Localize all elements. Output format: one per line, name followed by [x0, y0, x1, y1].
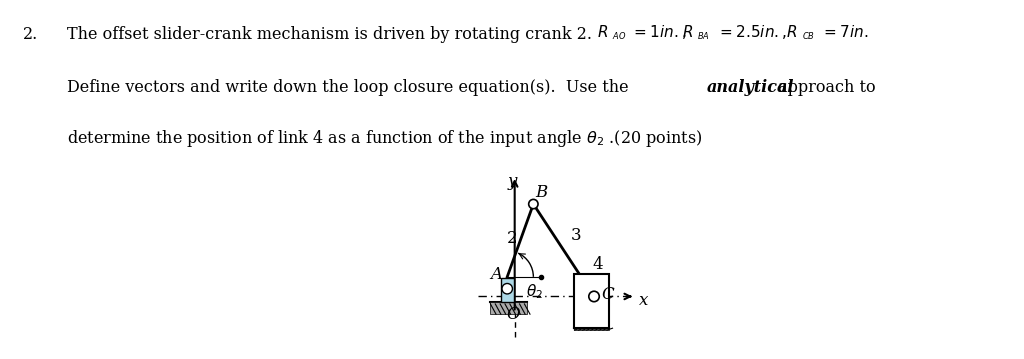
Text: approach to: approach to: [773, 79, 876, 97]
Text: 3: 3: [571, 227, 582, 244]
Text: 2.: 2.: [23, 25, 38, 43]
Bar: [574, 274, 609, 328]
Circle shape: [589, 291, 599, 302]
Bar: [490, 302, 526, 314]
Text: 4: 4: [593, 256, 603, 273]
Text: 2: 2: [507, 230, 518, 247]
Text: $_{BA}$: $_{BA}$: [697, 29, 711, 42]
Text: Define vectors and write down the loop closure equation(s).  Use the: Define vectors and write down the loop c…: [67, 79, 633, 97]
Text: analytical: analytical: [707, 79, 794, 97]
Text: $R$: $R$: [597, 24, 608, 40]
Circle shape: [528, 199, 538, 209]
Text: determine the position of link 4 as a function of the input angle $\theta_2$ .(2: determine the position of link 4 as a fu…: [67, 128, 702, 149]
Text: x: x: [639, 292, 648, 309]
Text: $R$: $R$: [682, 24, 693, 40]
Circle shape: [502, 284, 512, 294]
Text: A: A: [490, 266, 503, 284]
Text: O: O: [506, 306, 520, 323]
Text: $R$: $R$: [786, 24, 798, 40]
Text: The offset slider-crank mechanism is driven by rotating crank 2.: The offset slider-crank mechanism is dri…: [67, 25, 592, 43]
Text: C: C: [601, 286, 613, 303]
Bar: [501, 278, 514, 302]
Text: $= 1in.,\;$: $= 1in.,\;$: [631, 23, 686, 41]
Text: $= 7in.$: $= 7in.$: [821, 24, 868, 40]
Text: $\theta_2$: $\theta_2$: [526, 283, 543, 301]
Text: y: y: [507, 173, 516, 190]
Text: $_{AO}$: $_{AO}$: [612, 29, 627, 42]
Text: $= 2.5in.,\;$: $= 2.5in.,\;$: [717, 23, 786, 41]
Text: B: B: [536, 185, 548, 201]
Bar: [574, 328, 609, 330]
Text: $_{CB}$: $_{CB}$: [802, 29, 815, 42]
